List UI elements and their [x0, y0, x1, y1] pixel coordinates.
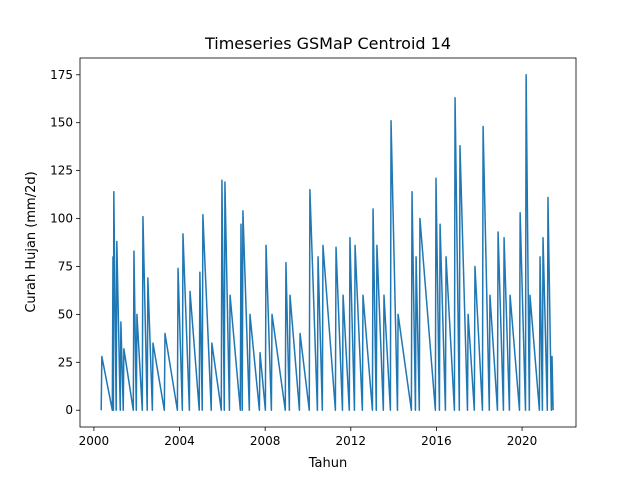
y-tick-label: 75 [58, 259, 73, 273]
data-line [100, 74, 554, 411]
x-tick-label: 2016 [421, 434, 452, 448]
x-tick-label: 2008 [250, 434, 281, 448]
x-tick-label: 2020 [507, 434, 538, 448]
y-tick-label: 175 [50, 68, 73, 82]
x-tick-label: 2000 [79, 434, 110, 448]
chart-title: Timeseries GSMaP Centroid 14 [204, 34, 451, 53]
y-tick-label: 0 [65, 403, 73, 417]
plot-frame [79, 57, 577, 428]
y-tick-label: 25 [58, 355, 73, 369]
y-tick-label: 50 [58, 307, 73, 321]
y-axis-label: Curah Hujan (mm/2d) [24, 171, 39, 312]
y-tick-label: 150 [50, 116, 73, 130]
y-tick-label: 125 [50, 164, 73, 178]
x-tick-label: 2004 [164, 434, 195, 448]
x-tick-label: 2012 [336, 434, 367, 448]
y-tick-label: 100 [50, 212, 73, 226]
x-axis-label: Tahun [308, 456, 347, 471]
